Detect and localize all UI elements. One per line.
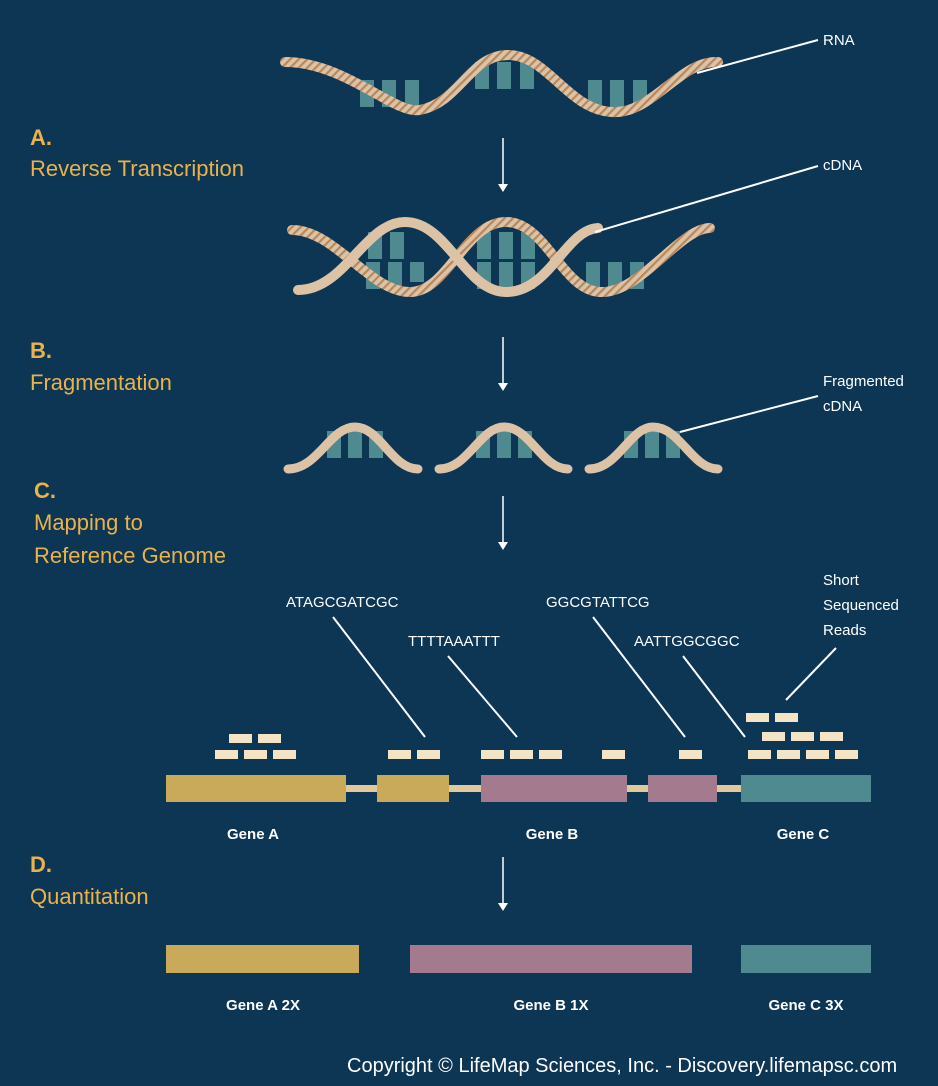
cdna-base (477, 232, 491, 259)
gene-a-exon (377, 775, 449, 802)
cdna-base (586, 262, 600, 289)
gene-c-exon (741, 775, 871, 802)
arrow-down-icon (498, 857, 508, 911)
sequence-label-4: AATTGGCGGC (634, 633, 740, 650)
quant-gene-b-label: Gene B 1X (513, 997, 589, 1014)
fragmented-label-line2: cDNA (823, 398, 863, 415)
sequence-callout-line (332, 616, 426, 738)
gene-b-exon (648, 775, 717, 802)
cdna-base (388, 262, 402, 289)
rna-callout-line (696, 39, 819, 74)
step-c-title-line1: Mapping to (34, 510, 143, 535)
step-d-letter: D. (30, 852, 52, 877)
rna-base (610, 80, 624, 107)
rna-base (405, 80, 419, 107)
short-reads-label-line3: Reads (823, 622, 867, 639)
cdna-backbone-2 (293, 216, 603, 298)
cdna-base (499, 232, 513, 259)
cdna-fragment (434, 422, 573, 474)
gene-a-label: Gene A (227, 826, 279, 843)
arrow-down-icon (498, 138, 508, 192)
sequence-callout-line (447, 655, 518, 738)
cdna-base (499, 262, 513, 289)
intron (626, 785, 649, 792)
step-a-letter: A. (30, 125, 52, 150)
quant-gene-a-bar (166, 945, 359, 973)
gene-a-exon (166, 775, 346, 802)
rna-base (520, 62, 534, 89)
rna-label: RNA (823, 32, 855, 49)
cdna-callout-line (594, 165, 819, 233)
cdna-base (410, 262, 424, 282)
short-reads (215, 713, 858, 759)
reference-genome (166, 775, 871, 802)
rna-strand (280, 49, 723, 118)
quant-gene-a-label: Gene A 2X (226, 997, 300, 1014)
step-c-title-line2: Reference Genome (34, 543, 226, 568)
sequence-label-3: GGCGTATTCG (546, 594, 650, 611)
gene-b-exon (481, 775, 627, 802)
short-reads-label-line1: Short (823, 572, 859, 589)
intron (346, 785, 378, 792)
step-c-letter: C. (34, 478, 56, 503)
step-b-title: Fragmentation (30, 370, 172, 395)
rna-base (497, 62, 511, 89)
cdna-base (521, 232, 535, 259)
step-b-letter: B. (30, 338, 52, 363)
step-d-title: Quantitation (30, 884, 149, 909)
cdna-fragment (283, 422, 423, 474)
rna-base (588, 80, 602, 107)
cdna-helix (287, 216, 715, 298)
arrow-down-icon (498, 337, 508, 391)
copyright-text: Copyright © LifeMap Sciences, Inc. - Dis… (347, 1055, 898, 1077)
intron (449, 785, 482, 792)
gene-b-label: Gene B (525, 826, 579, 843)
fragment-callout-line (679, 395, 819, 433)
intron (716, 785, 742, 792)
reads-callout-line (785, 647, 837, 701)
cdna-label: cDNA (823, 157, 863, 174)
sequence-callout-line (682, 655, 746, 738)
fragmented-label-line1: Fragmented (823, 373, 904, 390)
cdna-backbone-1 (287, 216, 715, 298)
arrow-down-icon (498, 496, 508, 550)
step-a-title: Reverse Transcription (30, 156, 244, 181)
quant-gene-c-label: Gene C 3X (768, 997, 844, 1014)
quant-gene-b-bar (410, 945, 692, 973)
gene-c-label: Gene C (776, 826, 830, 843)
sequence-callout-line (592, 616, 686, 738)
rna-backbone (280, 49, 723, 118)
sequence-label-1: ATAGCGATCGC (286, 594, 399, 611)
quant-gene-c-bar (741, 945, 871, 973)
cdna-base (608, 262, 622, 289)
short-reads-label-line2: Sequenced (823, 597, 899, 614)
cdna-fragment (584, 422, 723, 474)
cdna-base (390, 232, 404, 259)
sequence-label-2: TTTTAAATTT (408, 633, 500, 650)
